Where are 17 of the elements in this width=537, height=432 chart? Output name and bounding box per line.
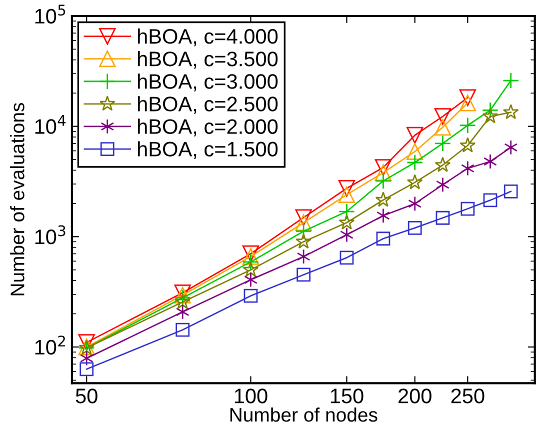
x-axis-title: Number of nodes bbox=[230, 407, 378, 422]
x-tick-label: 50 bbox=[76, 388, 98, 404]
y-tick-label: 10$^{4}$ bbox=[35, 115, 66, 134]
y-axis-title: Number of evaluations bbox=[10, 103, 24, 296]
legend-label: hBOA, c=2.500 bbox=[138, 96, 278, 114]
x-tick-label: 250 bbox=[451, 388, 484, 404]
y-tick-label: 10$^{5}$ bbox=[35, 4, 66, 24]
legend-label: hBOA, c=3.500 bbox=[138, 51, 278, 69]
x-tick-label: 100 bbox=[234, 388, 268, 404]
legend-label: hBOA, c=3.000 bbox=[138, 74, 278, 92]
y-tick-label: 10$^{3}$ bbox=[35, 225, 66, 244]
legend-label: hBOA, c=2.000 bbox=[138, 118, 278, 136]
legend-label: hBOA, c=1.500 bbox=[138, 141, 278, 159]
legend-label: hBOA, c=4.000 bbox=[138, 28, 278, 46]
y-tick-label: 10$^{2}$ bbox=[35, 336, 65, 355]
x-tick-label: 200 bbox=[398, 388, 432, 404]
x-tick-label: 150 bbox=[330, 388, 364, 404]
